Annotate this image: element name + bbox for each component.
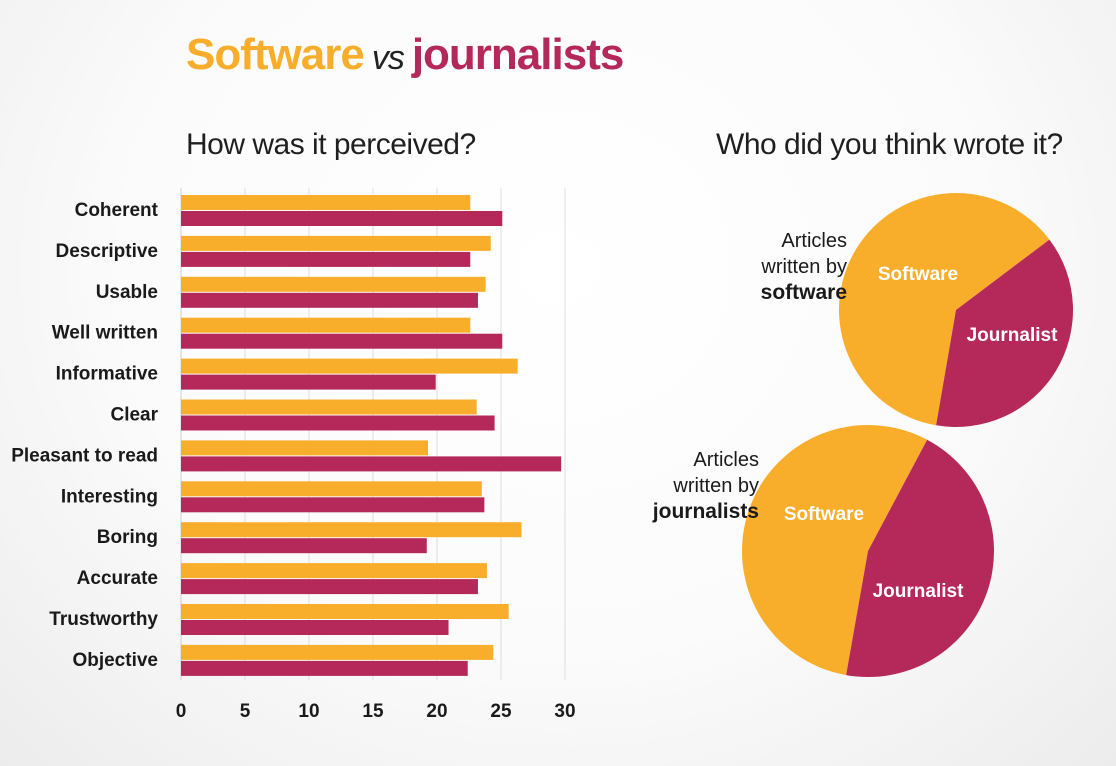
bar-chart-title: How was it perceived? [186,128,476,161]
title-vs: vs [371,39,405,77]
category-label: Coherent [75,200,159,221]
bar-software [181,563,487,579]
title-software: Software [186,30,365,79]
x-tick-label: 15 [362,701,384,722]
pie-label-journalist: Journalist [873,581,964,602]
bar-software [181,276,486,292]
category-label: Usable [96,282,158,303]
pie-label-software: Software [878,264,958,285]
bar-software [181,195,471,210]
title-journalists: journalists [411,30,624,79]
category-label: Well written [52,323,158,344]
category-label: Descriptive [56,241,158,262]
pie-slice-software [742,425,928,676]
bar-software [181,604,509,619]
bar-software [181,644,494,660]
pie-caption-line: written by [760,256,847,278]
bar-journalist [181,579,478,595]
bar-journalist [181,374,436,390]
pie-caption-line: journalists [652,500,759,523]
bar-software [181,522,522,538]
bar-journalist [181,251,471,267]
category-label: Clear [110,405,158,426]
pie-chart-title: Who did you think wrote it? [716,128,1063,161]
pie-label-software: Software [784,504,864,525]
x-tick-label: 10 [298,701,319,722]
bar-journalist [181,333,503,349]
bar-software [181,481,482,497]
bar-journalist [181,456,562,472]
pie-caption-line: written by [672,475,759,497]
bar-journalist [181,497,485,513]
x-tick-label: 5 [240,701,251,722]
category-label: Informative [56,364,158,385]
category-label: Accurate [77,568,158,589]
bar-software [181,440,429,456]
bar-journalist [181,292,478,308]
x-tick-label: 0 [176,701,187,722]
category-label: Pleasant to read [11,445,158,466]
x-tick-label: 25 [490,701,512,722]
bar-journalist [181,538,427,554]
pie-slice-journalist [846,439,995,677]
category-label: Boring [97,527,158,548]
category-label: Trustworthy [49,609,158,630]
page-title: Software vs journalists [186,30,624,80]
x-tick-label: 20 [426,701,447,722]
bar-software [181,399,477,415]
bar-journalist [181,660,468,676]
bar-software [181,317,471,333]
pie-caption-line: Articles [781,230,847,252]
pie-caption-line: software [761,281,847,304]
pie-caption-line: Articles [693,449,759,471]
pie-label-journalist: Journalist [967,325,1058,346]
bar-software [181,358,518,374]
bar-journalist [181,415,495,431]
pie-slice-journalist [936,239,1073,427]
pie-slice-software [838,192,1050,426]
bar-software [181,235,491,251]
category-label: Objective [72,650,158,671]
bar-journalist [181,211,503,226]
category-label: Interesting [61,486,158,507]
bar-journalist [181,620,449,635]
x-tick-label: 30 [554,701,575,722]
